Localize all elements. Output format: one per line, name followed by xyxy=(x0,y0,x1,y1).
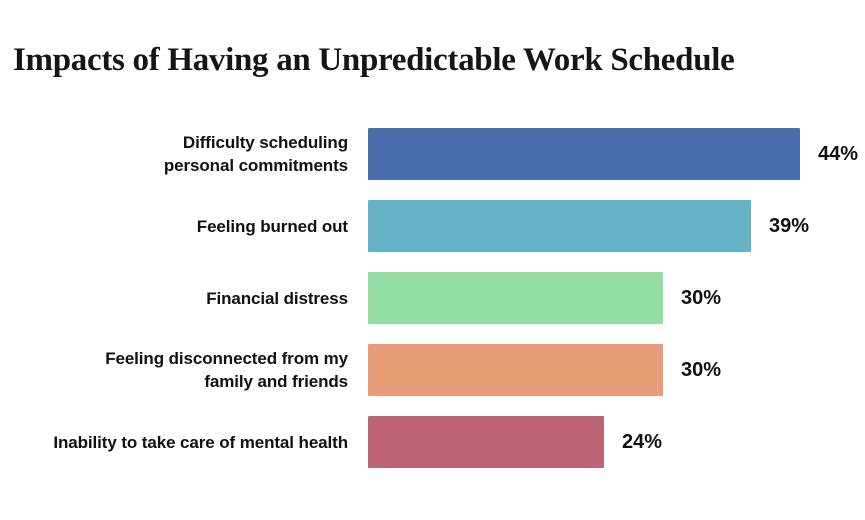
category-label: Financial distress xyxy=(0,287,348,310)
bar-area: 30% xyxy=(368,272,865,324)
value-label: 44% xyxy=(818,142,859,165)
value-label: 24% xyxy=(622,430,663,453)
bar xyxy=(368,416,604,468)
bar-chart: Difficulty scheduling personal commitment… xyxy=(0,118,865,478)
value-label: 30% xyxy=(681,358,722,381)
bar-area: 30% xyxy=(368,344,865,396)
category-label-line: Feeling disconnected from my xyxy=(105,349,348,368)
category-label: Difficulty scheduling personal commitment… xyxy=(0,131,348,177)
chart-row: Feeling disconnected from my family and f… xyxy=(0,334,865,406)
bar xyxy=(368,200,751,252)
category-label-line: family and friends xyxy=(204,372,348,391)
bar-area: 44% xyxy=(368,128,865,180)
bar xyxy=(368,272,663,324)
bar xyxy=(368,344,663,396)
bar-area: 39% xyxy=(368,200,865,252)
category-label-line: Inability to take care of mental health xyxy=(53,432,348,452)
bar xyxy=(368,128,800,180)
chart-row: Financial distress 30% xyxy=(0,262,865,334)
chart-row: Inability to take care of mental health … xyxy=(0,406,865,478)
value-label: 39% xyxy=(769,214,810,237)
category-label-line: Financial distress xyxy=(206,288,348,308)
category-label: Feeling disconnected from my family and f… xyxy=(0,347,348,393)
value-label: 30% xyxy=(681,286,722,309)
chart-row: Difficulty scheduling personal commitment… xyxy=(0,118,865,190)
chart-title: Impacts of Having an Unpredictable Work … xyxy=(13,42,735,78)
category-label: Inability to take care of mental health xyxy=(0,431,348,454)
category-label-line: Difficulty scheduling xyxy=(182,133,348,152)
chart-row: Feeling burned out 39% xyxy=(0,190,865,262)
category-label-line: Feeling burned out xyxy=(196,216,348,236)
bar-area: 24% xyxy=(368,416,865,468)
category-label-line: personal commitments xyxy=(163,156,348,175)
category-label: Feeling burned out xyxy=(0,215,348,238)
